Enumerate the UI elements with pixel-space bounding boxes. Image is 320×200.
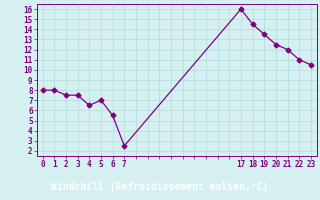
Text: Windchill (Refroidissement éolien,°C): Windchill (Refroidissement éolien,°C) <box>51 182 269 192</box>
